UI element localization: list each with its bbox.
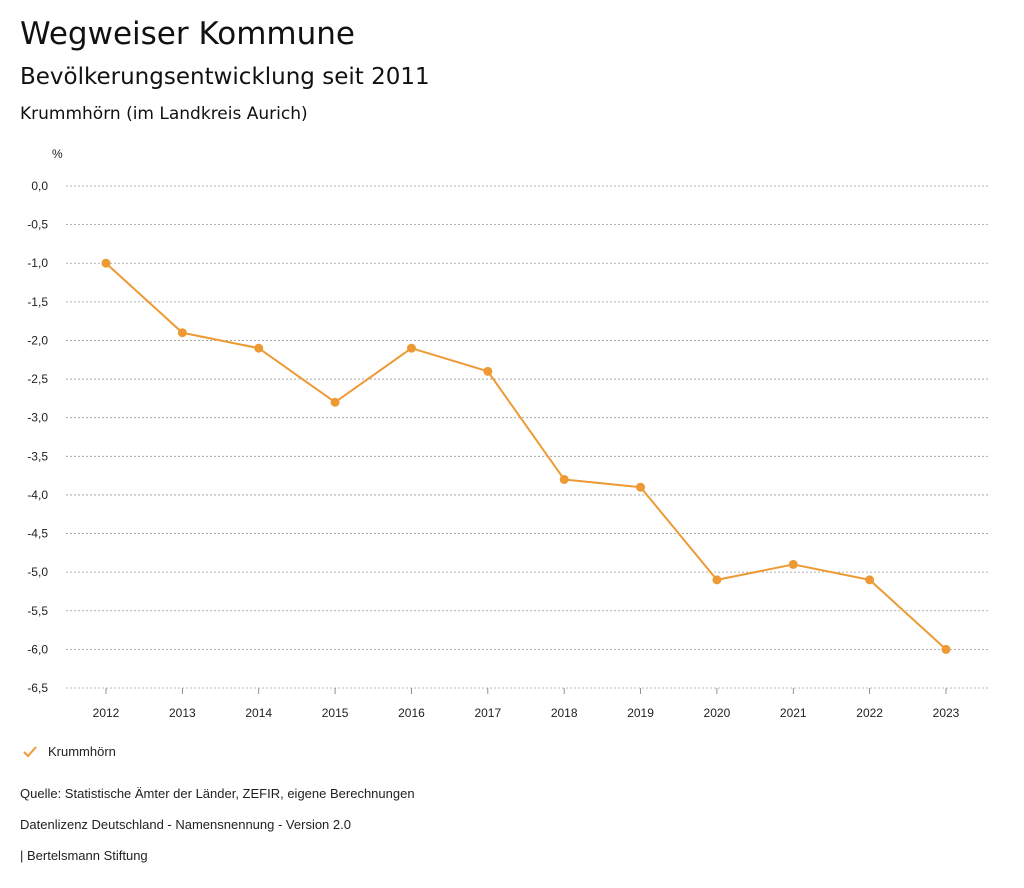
legend[interactable]: Krummhörn [22,744,116,759]
y-tick-label: -0,5 [27,218,48,232]
data-point[interactable] [712,575,722,585]
data-point[interactable] [941,644,951,654]
y-tick-label: -3,5 [27,449,48,463]
x-tick-label: 2022 [856,706,883,720]
series-line [105,262,947,651]
x-tick-label: 2019 [627,706,654,720]
region-label: Krummhörn (im Landkreis Aurich) [20,104,308,124]
gridlines [66,185,990,689]
x-tick-label: 2014 [245,706,272,720]
data-point[interactable] [101,258,111,268]
x-tick-label: 2018 [551,706,578,720]
x-tick-label: 2020 [704,706,731,720]
x-tick-label: 2015 [322,706,349,720]
data-point[interactable] [865,575,875,585]
data-point[interactable] [406,343,416,353]
y-tick-label: -5,5 [27,604,48,618]
data-point[interactable] [330,397,340,407]
data-point[interactable] [636,482,646,492]
y-axis-ticks: 0,0 -0,5 -1,0 -1,5 -2,0 -2,5 -3,0 -3,5 -4,0 -4,5 -… [27,179,48,695]
y-tick-label: -4,5 [27,527,48,541]
y-tick-label: -5,0 [27,565,48,579]
y-tick-label: -6,0 [27,642,48,656]
data-point[interactable] [483,366,493,376]
y-tick-label: -1,0 [27,256,48,270]
x-tick-label: 2017 [474,706,501,720]
y-tick-label: -2,5 [27,372,48,386]
brand-note: | Bertelsmann Stiftung [20,848,148,863]
x-tick-label: 2012 [93,706,120,720]
y-tick-label: -4,0 [27,488,48,502]
line-chart: % 0,0 -0,5 -1,0 -1,5 -2,0 -2,5 -3,0 -3,5 -4,0 -4,… [27,147,990,720]
data-point[interactable] [254,343,264,353]
x-axis-ticks: 2012 2013 2014 2015 2016 2017 2018 2019 2020 2021… [93,688,960,720]
license-note: Datenlizenz Deutschland - Namensnennung … [20,817,351,832]
y-tick-label: -3,0 [27,411,48,425]
x-tick-label: 2023 [933,706,960,720]
y-axis-unit: % [52,147,63,161]
y-tick-label: -1,5 [27,295,48,309]
source-note: Quelle: Statistische Ämter der Länder, Z… [20,786,415,801]
y-tick-label: -6,5 [27,681,48,695]
legend-label: Krummhörn [48,744,116,759]
y-tick-label: -2,0 [27,333,48,347]
data-point[interactable] [177,328,187,338]
data-point[interactable] [788,559,798,569]
data-point[interactable] [559,474,569,484]
x-tick-label: 2013 [169,706,196,720]
page-title: Wegweiser Kommune [20,16,355,52]
series-krummhoern [101,258,951,654]
checkmark-icon [23,745,37,757]
x-tick-label: 2021 [780,706,807,720]
x-tick-label: 2016 [398,706,425,720]
y-tick-label: 0,0 [31,179,48,193]
chart-subtitle: Bevölkerungsentwicklung seit 2011 [20,64,430,90]
